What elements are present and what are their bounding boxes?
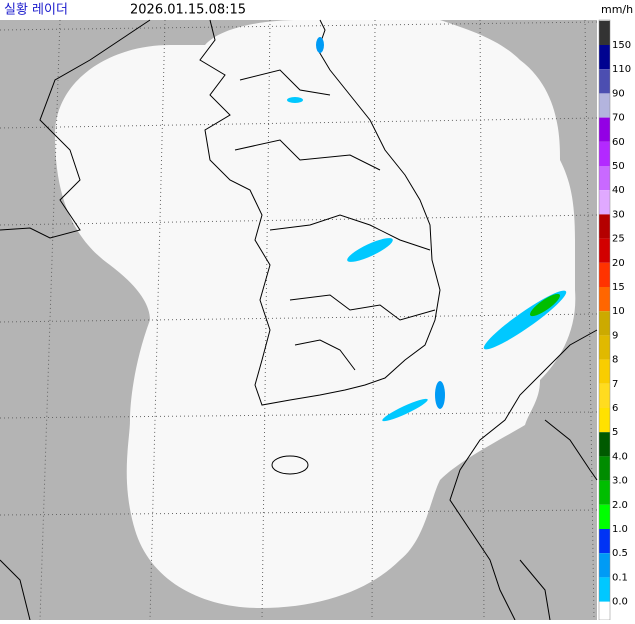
legend-swatch: [599, 577, 610, 602]
legend-swatch: [599, 141, 610, 166]
legend: 150 110 90 70 60 50 40 30 25 20 15 10 9 8 7 6 5 4.0 3.0 2.0…: [598, 19, 635, 621]
legend-label: 0.1: [612, 572, 628, 583]
legend-label: 70: [612, 113, 625, 124]
legend-swatch: [599, 553, 610, 578]
title: 실황 레이더: [4, 3, 68, 18]
map: [0, 19, 598, 621]
legend-swatch: [599, 480, 610, 505]
precipitation: [287, 37, 567, 422]
legend-label: 90: [612, 88, 625, 99]
legend-swatch: [599, 529, 610, 554]
legend-swatch: [599, 93, 610, 118]
legend-swatch: [599, 166, 610, 191]
legend-label: 9: [612, 330, 618, 341]
legend-swatch: [599, 359, 610, 384]
legend-label: 7: [612, 379, 618, 390]
legend-swatch: [599, 214, 610, 239]
legend-label: 5: [612, 427, 618, 438]
legend-label: 30: [612, 209, 625, 220]
legend-label: 3.0: [612, 476, 628, 487]
graticule: [0, 19, 598, 621]
timestamp: 2026.01.15.08:15: [130, 3, 246, 18]
legend-swatch: [599, 432, 610, 457]
legend-label: 50: [612, 161, 625, 172]
legend-swatch: [599, 69, 610, 94]
legend-label: 110: [612, 64, 631, 75]
legend-label: 0.5: [612, 548, 628, 559]
legend-swatch: [599, 287, 610, 312]
legend-swatch: [599, 45, 610, 70]
legend-label: 2.0: [612, 500, 628, 511]
legend-label: 25: [612, 234, 625, 245]
legend-swatch: [599, 238, 610, 263]
legend-label: 10: [612, 306, 625, 317]
legend-swatch: [599, 456, 610, 481]
coastlines: [0, 19, 598, 621]
legend-label: 0.0: [612, 597, 628, 608]
legend-swatch: [599, 408, 610, 433]
legend-label: 8: [612, 355, 618, 366]
legend-label: 20: [612, 258, 625, 269]
legend-swatch: [599, 20, 610, 45]
legend-swatch: [599, 311, 610, 336]
legend-label: 6: [612, 403, 618, 414]
legend-label: 150: [612, 40, 631, 51]
legend-swatch: [599, 383, 610, 408]
legend-swatch: [599, 335, 610, 360]
legend-swatch: [599, 504, 610, 529]
legend-label: 1.0: [612, 524, 628, 535]
unit-label: mm/h: [601, 3, 633, 16]
legend-label: 40: [612, 185, 625, 196]
legend-swatch: [599, 117, 610, 142]
legend-label: 4.0: [612, 451, 628, 462]
radar-coverage: [55, 20, 576, 608]
legend-swatch: [599, 190, 610, 215]
legend-swatch: [599, 262, 610, 287]
legend-label: 60: [612, 137, 625, 148]
legend-label: 15: [612, 282, 625, 293]
